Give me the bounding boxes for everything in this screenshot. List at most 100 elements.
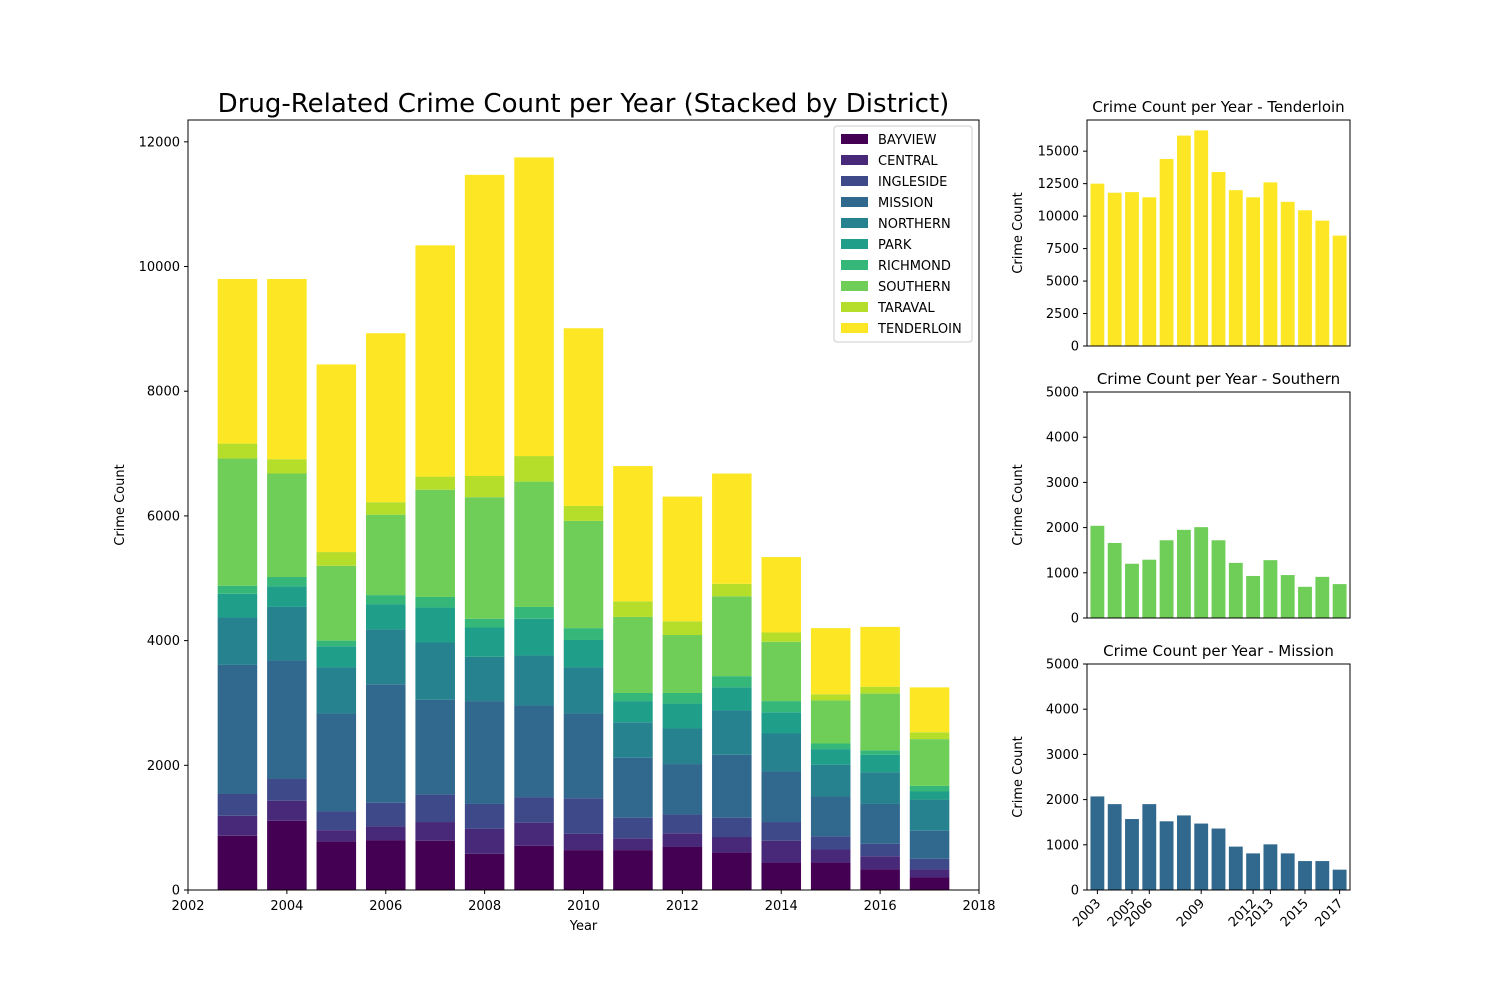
bar-segment-richmond-2003 — [217, 585, 258, 594]
bar-2009 — [1194, 527, 1209, 618]
bar-segment-park-2003 — [217, 593, 258, 618]
bar-segment-mission-2006 — [365, 684, 406, 803]
bar-segment-northern-2003 — [217, 617, 258, 665]
bar-segment-taraval-2015 — [810, 694, 851, 701]
x-tick-label: 2002 — [171, 899, 204, 914]
bar-segment-southern-2003 — [217, 458, 258, 586]
bar-segment-park-2016 — [860, 754, 900, 773]
bar-segment-park-2013 — [712, 687, 752, 711]
bar-2003 — [1090, 796, 1105, 890]
bar-segment-taraval-2004 — [267, 459, 307, 474]
x-tick-label: 2003 — [1070, 896, 1104, 930]
bar-segment-central-2003 — [217, 815, 258, 836]
legend-swatch-ingleside — [841, 176, 868, 186]
main-stacked-bar-chart: 2002 2004 2006 2008 2010 2012 2014 2016 2018 0 200… — [113, 89, 996, 934]
bar-segment-taraval-2008 — [464, 476, 505, 498]
legend-swatch-taraval — [841, 302, 868, 312]
x-tick-label: 2012 — [666, 899, 699, 914]
bar-segment-park-2009 — [514, 618, 554, 656]
bar-2010 — [1211, 171, 1226, 346]
bar-segment-bayview-2016 — [860, 869, 900, 890]
y-tick-label: 12500 — [1038, 177, 1079, 192]
bar-segment-park-2017 — [909, 791, 950, 800]
y-tick-label: 3000 — [1046, 476, 1079, 491]
bar-segment-northern-2013 — [712, 710, 752, 755]
bars — [1090, 130, 1347, 346]
bar-segment-central-2017 — [909, 869, 950, 878]
bar-segment-bayview-2003 — [217, 835, 258, 890]
bar-segment-tenderloin-2015 — [810, 628, 851, 695]
bar-segment-central-2004 — [267, 800, 307, 821]
legend-swatch-southern — [841, 281, 868, 291]
bar-2007 — [1159, 540, 1174, 618]
x-tick-label: 2008 — [468, 899, 501, 914]
bar-segment-park-2010 — [563, 639, 604, 668]
axes: 0 2500 5000 7500 10000 12500 15000 — [1038, 145, 1087, 355]
bar-segment-ingleside-2010 — [563, 798, 604, 834]
bar-segment-ingleside-2007 — [415, 794, 455, 823]
x-tick-label: 2014 — [765, 899, 798, 914]
y-tick-label: 1000 — [1046, 566, 1079, 581]
bar-segment-mission-2014 — [761, 771, 802, 823]
bar-segment-taraval-2013 — [712, 583, 752, 597]
bar-segment-northern-2014 — [761, 733, 802, 772]
bar-segment-taraval-2003 — [217, 443, 258, 459]
bar-segment-mission-2003 — [217, 664, 258, 794]
bar-2011 — [1228, 562, 1243, 618]
legend-swatch-tenderloin — [841, 323, 868, 333]
bar-2010 — [1211, 828, 1226, 890]
legend-label-park: PARK — [878, 238, 912, 253]
bar-segment-bayview-2010 — [563, 850, 604, 890]
bar-segment-taraval-2007 — [415, 476, 455, 490]
bar-segment-southern-2017 — [909, 739, 950, 786]
y-axis-label: Crime Count — [1011, 736, 1026, 817]
bar-segment-mission-2012 — [662, 764, 703, 815]
bar-2017 — [1332, 869, 1347, 890]
bar-segment-northern-2004 — [267, 606, 307, 661]
bar-2014 — [1280, 853, 1295, 890]
bar-2010 — [1211, 540, 1226, 618]
bar-segment-mission-2007 — [415, 699, 455, 795]
legend-swatch-richmond — [841, 260, 868, 270]
y-tick-label: 3000 — [1046, 748, 1079, 763]
bar-segment-southern-2004 — [267, 473, 307, 578]
x-tick-label: 2004 — [270, 899, 303, 914]
bar-segment-tenderloin-2013 — [712, 473, 752, 584]
x-tick-label: 2010 — [567, 899, 600, 914]
bar-segment-tenderloin-2007 — [415, 245, 455, 477]
bar-segment-ingleside-2012 — [662, 814, 703, 834]
bar-segment-tenderloin-2017 — [909, 687, 950, 733]
bar-segment-bayview-2013 — [712, 852, 752, 890]
bar-2004 — [1107, 804, 1122, 890]
y-tick-label: 7500 — [1046, 242, 1079, 257]
bar-2011 — [1228, 190, 1243, 346]
bar-2007 — [1159, 158, 1174, 346]
y-tick-label: 2000 — [1046, 793, 1079, 808]
bar-segment-mission-2013 — [712, 754, 752, 818]
y-tick-label: 8000 — [147, 385, 180, 400]
bar-segment-taraval-2011 — [613, 601, 653, 617]
bar-segment-central-2015 — [810, 849, 851, 863]
y-tick-label: 4000 — [1046, 703, 1079, 718]
bar-2016 — [1315, 861, 1330, 890]
bar-segment-southern-2006 — [365, 514, 406, 596]
bar-segment-mission-2010 — [563, 713, 604, 799]
bar-segment-tenderloin-2009 — [514, 157, 554, 457]
bar-segment-mission-2004 — [267, 660, 307, 780]
y-tick-label: 2000 — [1046, 521, 1079, 536]
bar-segment-richmond-2004 — [267, 577, 307, 587]
bar-2017 — [1332, 235, 1347, 346]
bar-2006 — [1142, 197, 1157, 346]
legend-label-central: CENTRAL — [878, 154, 938, 169]
bar-segment-tenderloin-2004 — [267, 278, 307, 460]
bar-segment-richmond-2006 — [365, 595, 406, 605]
bar-segment-central-2012 — [662, 833, 703, 847]
bar-segment-northern-2011 — [613, 722, 653, 758]
legend-swatch-northern — [841, 218, 868, 228]
bar-segment-bayview-2005 — [316, 841, 357, 890]
legend-label-tenderloin: TENDERLOIN — [877, 322, 962, 337]
bar-2005 — [1125, 563, 1139, 618]
bar-2008 — [1176, 529, 1191, 618]
bar-segment-richmond-2016 — [860, 750, 900, 755]
legend-label-northern: NORTHERN — [878, 217, 951, 232]
